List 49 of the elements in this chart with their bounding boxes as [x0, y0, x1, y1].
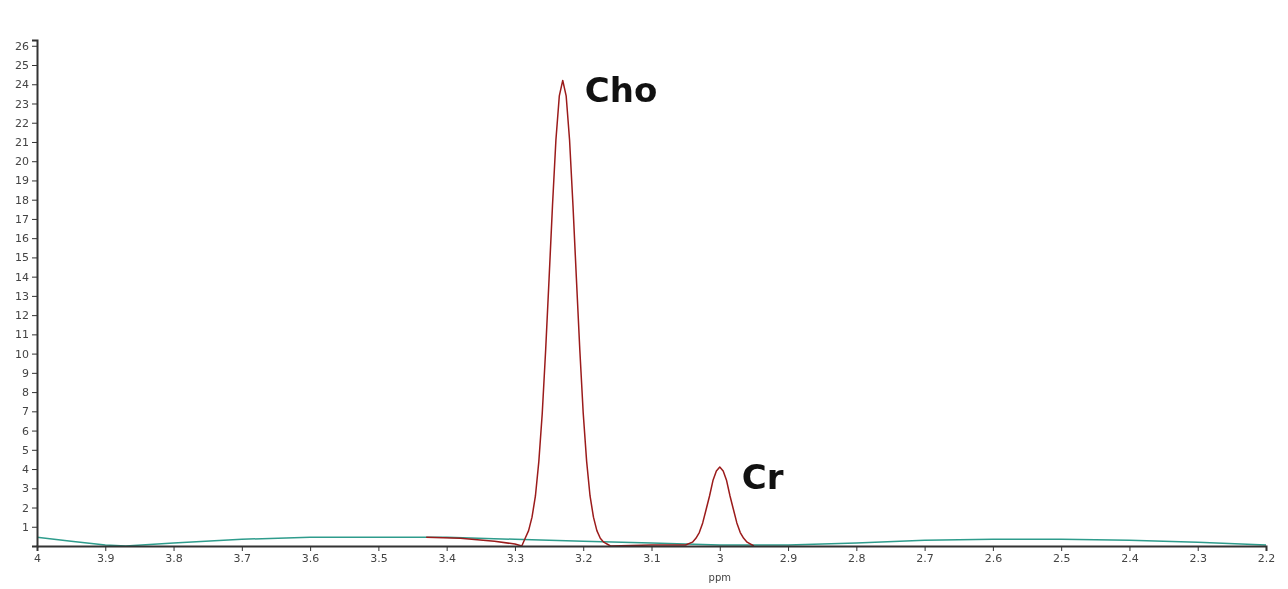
y-tick-label: 26 [15, 39, 29, 53]
y-tick-label: 16 [15, 232, 29, 246]
x-tick-label: 3.9 [97, 551, 115, 565]
y-tick-label: 15 [15, 251, 29, 265]
x-tick-label: 3.4 [438, 551, 456, 565]
x-axis-title: ppm [708, 572, 731, 583]
y-tick-label: 4 [22, 463, 29, 477]
y-tick-label: 1 [22, 520, 29, 534]
y-tick-label: 14 [15, 270, 29, 284]
annotation: Cho [584, 70, 658, 111]
x-tick-label: 2.7 [916, 551, 934, 565]
x-tick-label: 2.8 [848, 551, 866, 565]
x-tick-label: 2.5 [1052, 551, 1071, 565]
y-tick-label: 19 [15, 174, 29, 188]
x-tick-label: 4 [34, 551, 41, 565]
x-tick-label: 3.5 [370, 551, 388, 565]
y-tick-label: 18 [15, 193, 29, 207]
x-tick-label: 2.9 [779, 551, 798, 565]
y-tick-label: 9 [22, 366, 29, 380]
x-tick-label: 3.1 [643, 551, 661, 565]
x-tick-label: 2.6 [984, 551, 1003, 565]
line-series [36, 536, 1267, 547]
y-tick-label: 12 [15, 309, 29, 323]
x-tick-label: 2.3 [1189, 551, 1207, 565]
x-tick-label: 2.2 [1257, 551, 1276, 565]
y-tick-label: 3 [22, 482, 29, 496]
y-tick-label: 24 [15, 78, 29, 92]
y-tick-label: 6 [22, 424, 29, 438]
y-tick-label: 2 [22, 501, 29, 515]
y-tick-label: 7 [22, 405, 29, 419]
y-tick-label: 25 [15, 59, 29, 73]
y-tick-label: 20 [15, 155, 29, 169]
y-tick-label: 5 [22, 443, 29, 457]
x-tick-label: 3 [716, 551, 724, 565]
x-tick-label: 2.4 [1121, 551, 1139, 565]
x-tick-label: 3.6 [301, 551, 320, 565]
y-tick-label: 21 [15, 135, 29, 149]
y-tick-label: 17 [15, 212, 29, 226]
x-tick-label: 3.8 [165, 551, 183, 565]
y-tick-label: 22 [15, 116, 29, 130]
y-tick-label: 23 [15, 97, 29, 111]
y-tick-label: 11 [15, 328, 29, 342]
annotation: Cr [741, 457, 784, 498]
y-tick-label: 10 [15, 347, 29, 361]
x-tick-label: 3.2 [574, 551, 593, 565]
x-tick-label: 3.7 [233, 551, 252, 565]
y-tick-label: 8 [22, 386, 29, 400]
x-tick-label: 3.3 [506, 551, 525, 565]
y-tick-label: 13 [15, 289, 29, 303]
